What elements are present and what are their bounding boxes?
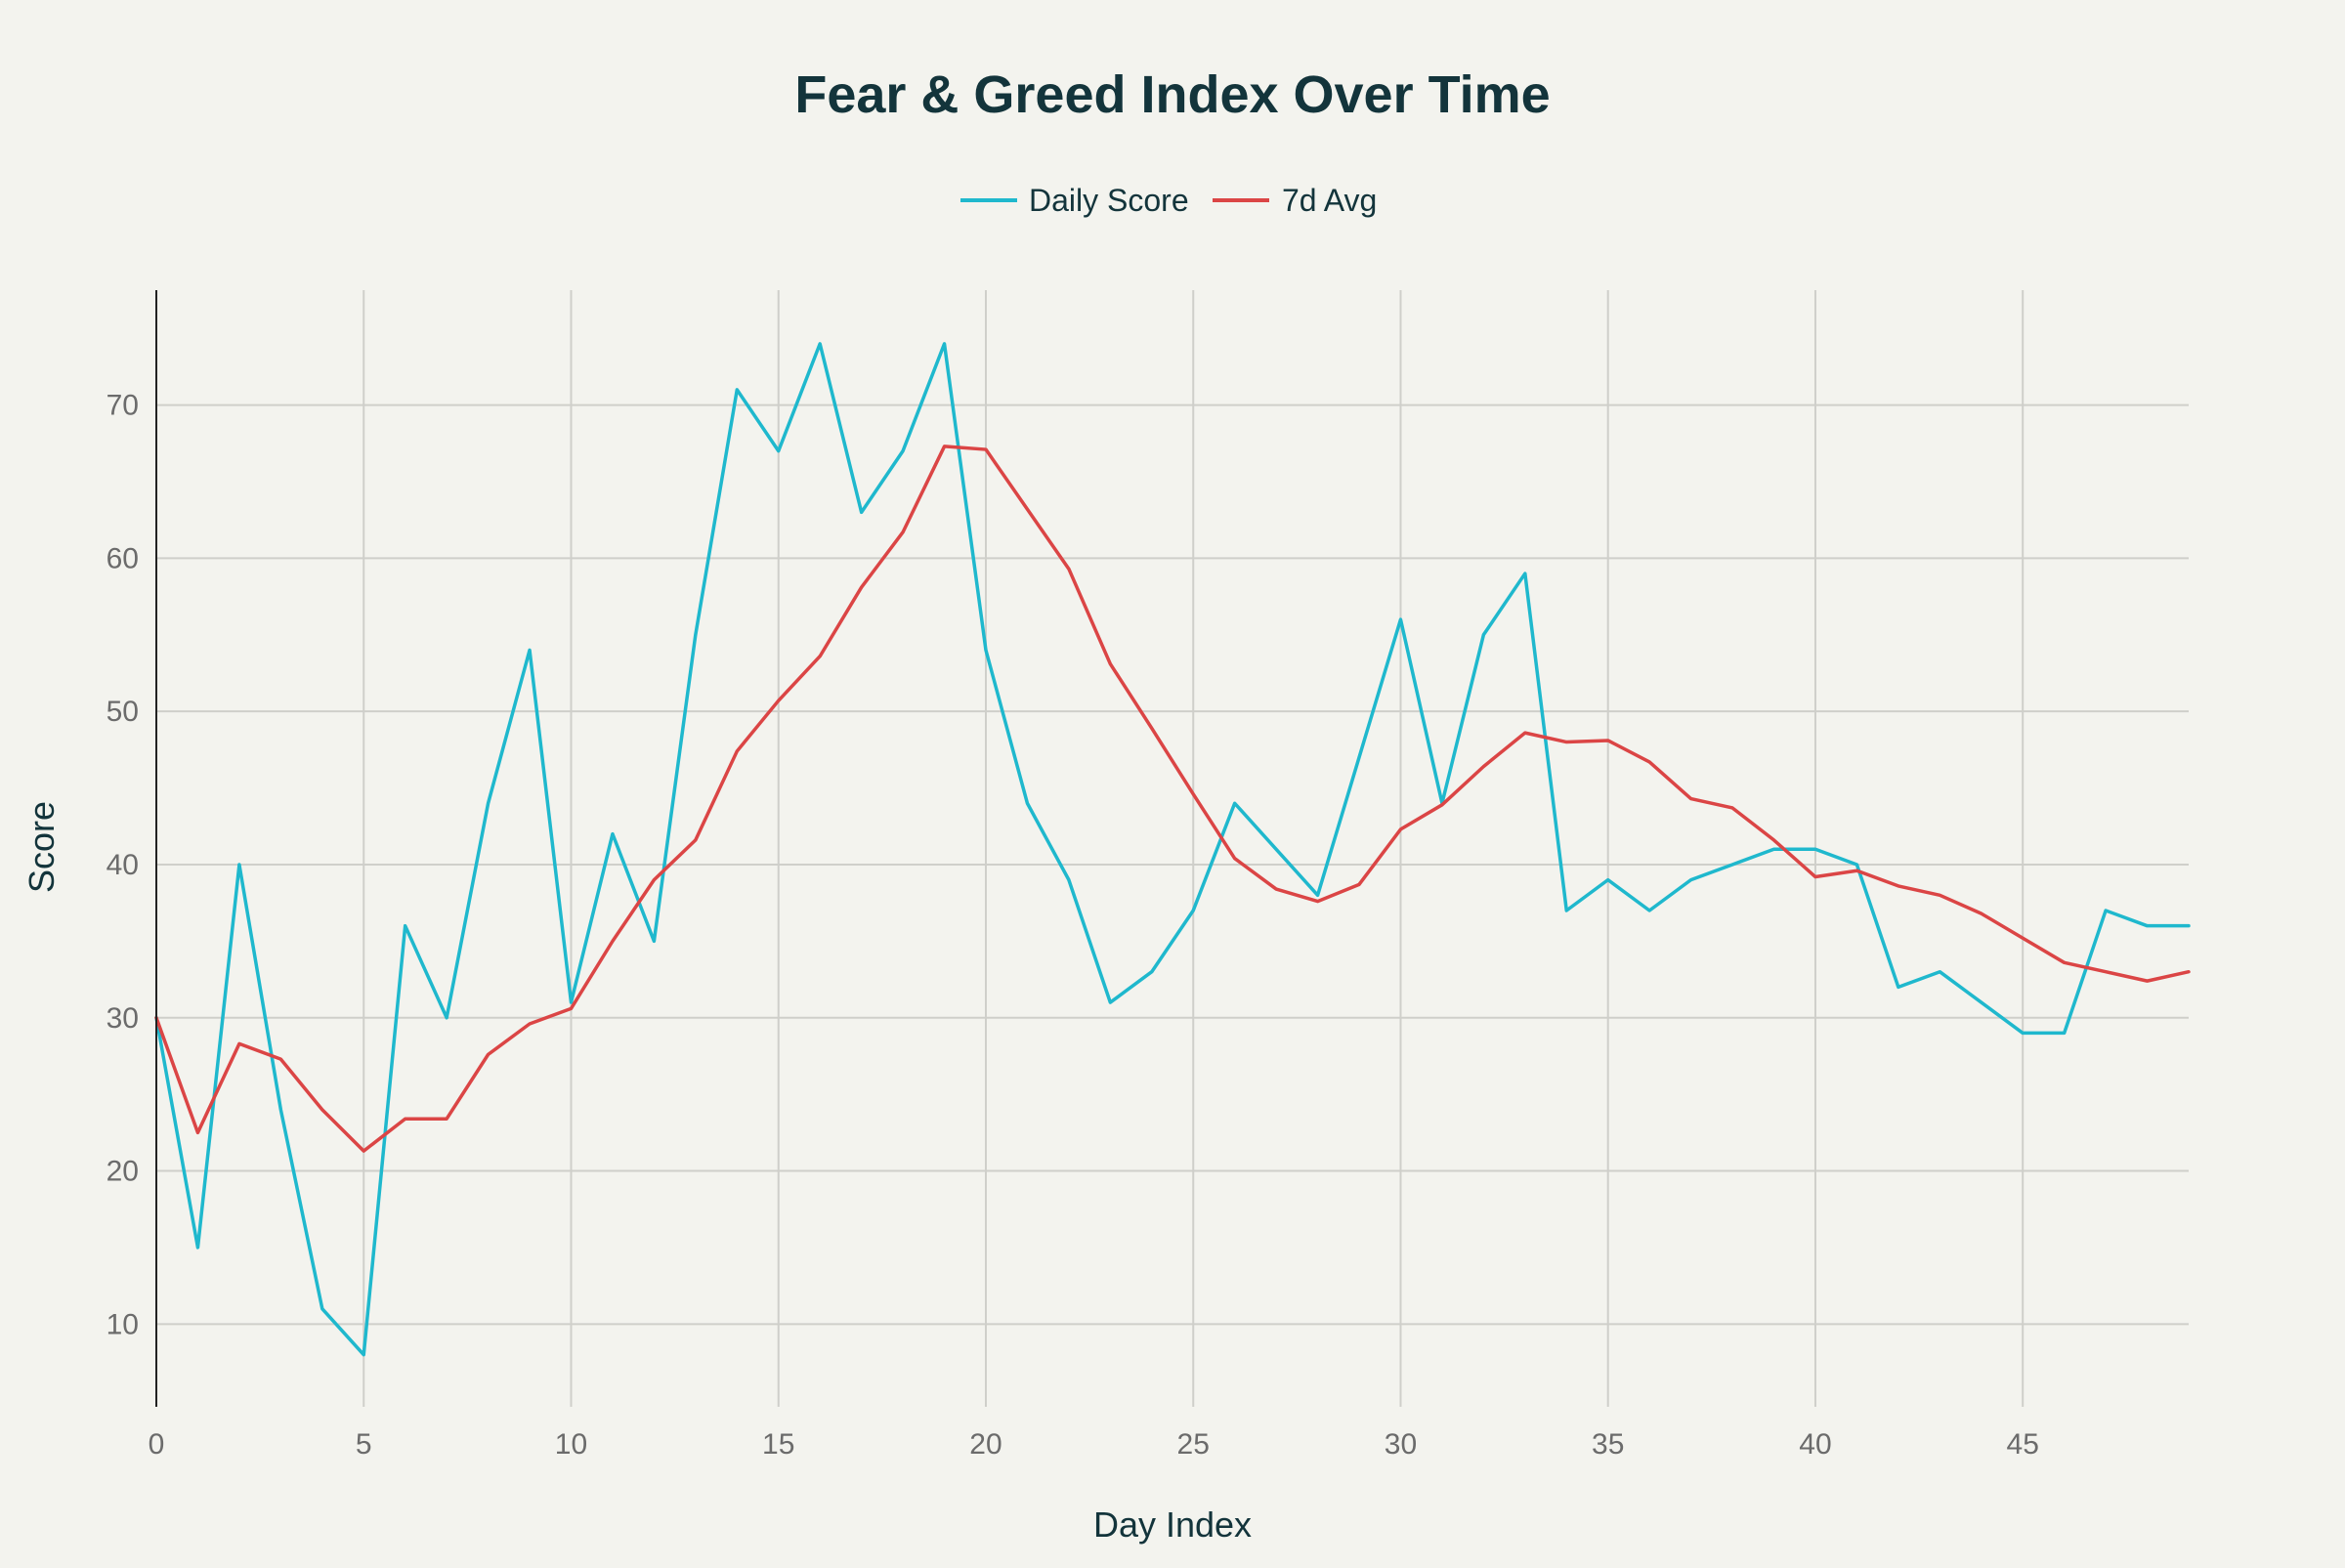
x-axis-title: Day Index	[1093, 1504, 1252, 1545]
grid	[156, 290, 2189, 1407]
legend-label: 7d Avg	[1282, 183, 1377, 218]
x-tick-label: 0	[149, 1428, 165, 1461]
chart-title: Fear & Greed Index Over Time	[794, 65, 1550, 124]
y-tick-label: 60	[107, 542, 139, 574]
legend: Daily Score 7d Avg	[960, 183, 1377, 218]
x-tick-label: 25	[1177, 1428, 1210, 1461]
y-axis-title: Score	[21, 801, 62, 893]
y-tick-label: 30	[107, 1002, 139, 1035]
legend-item: 7d Avg	[1213, 183, 1377, 218]
y-tick-label: 20	[107, 1156, 139, 1188]
x-tick-label: 30	[1385, 1428, 1417, 1461]
x-tick-label: 15	[762, 1428, 794, 1461]
y-tick-label: 70	[107, 390, 139, 422]
y-tick-label: 50	[107, 696, 139, 728]
y-tick-label: 10	[107, 1308, 139, 1340]
y-tick-label: 40	[107, 849, 139, 881]
x-tick-label: 5	[356, 1428, 372, 1461]
legend-item: Daily Score	[960, 183, 1189, 218]
series-line-seven-day-avg	[154, 445, 2191, 1153]
legend-label: Daily Score	[1029, 183, 1189, 218]
x-tick-label: 40	[1799, 1428, 1831, 1461]
x-tick-label: 45	[2007, 1428, 2039, 1461]
series-layer	[154, 342, 2191, 1357]
x-tick-label: 10	[555, 1428, 587, 1461]
x-tick-label: 20	[969, 1428, 1002, 1461]
series-line-daily-score	[154, 342, 2191, 1357]
x-tick-label: 35	[1592, 1428, 1624, 1461]
tick-labels: 10 20 30 40 50 60 70 0 5 10 15 20 25 30 35 40 45	[107, 390, 2039, 1461]
